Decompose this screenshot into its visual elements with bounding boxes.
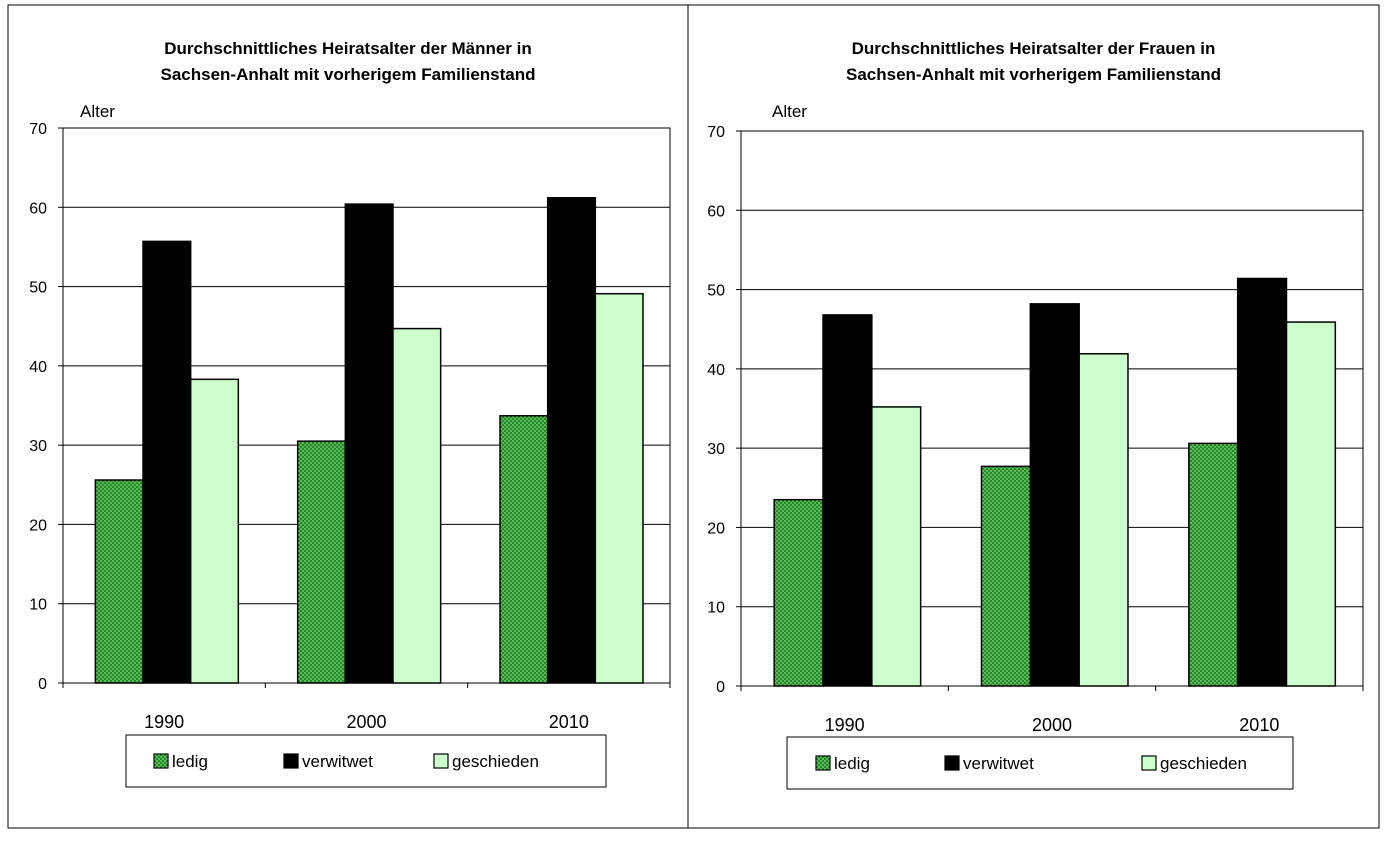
y-tick-label: 40: [29, 359, 47, 376]
x-tick-label: 2000: [1032, 715, 1072, 735]
legend-label-geschieden: geschieden: [452, 752, 539, 771]
legend-label-verwitwet: verwitwet: [963, 754, 1034, 773]
legend-label-verwitwet: verwitwet: [302, 752, 373, 771]
y-tick-label: 70: [29, 121, 47, 138]
y-tick-label: 0: [38, 676, 47, 693]
chart-title: Sachsen-Anhalt mit vorherigem Familienst…: [160, 65, 535, 84]
panel-frame: [687, 4, 1380, 829]
bar-verwitwet-2000: [1029, 303, 1080, 687]
y-axis-label: Alter: [80, 102, 115, 121]
legend-label-ledig: ledig: [172, 752, 208, 771]
x-tick-label: 2000: [346, 712, 386, 732]
bar-geschieden-2000: [392, 327, 442, 684]
bar-verwitwet-2010: [1236, 277, 1288, 687]
bar-ledig-2010: [499, 415, 549, 684]
y-tick-label: 10: [29, 597, 47, 614]
y-tick-label: 50: [707, 283, 725, 300]
bar-ledig-1990: [94, 479, 144, 684]
y-tick-label: 30: [707, 441, 725, 458]
y-axis-label: Alter: [772, 102, 807, 121]
bar-verwitwet-1990: [142, 240, 192, 684]
y-tick-label: 50: [29, 280, 47, 297]
x-tick-label: 1990: [825, 715, 865, 735]
x-tick-label: 2010: [1239, 715, 1279, 735]
legend-box: [786, 736, 1294, 790]
legend-swatch-verwitwet: [944, 755, 960, 771]
y-tick-label: 70: [707, 124, 725, 141]
x-tick-label: 1990: [144, 712, 184, 732]
y-tick-label: 30: [29, 438, 47, 455]
legend-label-geschieden: geschieden: [1160, 754, 1247, 773]
y-tick-label: 40: [707, 362, 725, 379]
y-tick-label: 60: [29, 200, 47, 217]
bar-geschieden-2000: [1078, 353, 1129, 687]
bar-ledig-2000: [980, 465, 1032, 687]
y-tick-label: 60: [707, 203, 725, 220]
legend-swatch-ledig: [153, 753, 169, 769]
chart-title: Sachsen-Anhalt mit vorherigem Familienst…: [846, 65, 1221, 84]
y-tick-label: 0: [716, 679, 725, 696]
legend-box: [125, 734, 607, 788]
bar-ledig-1990: [773, 498, 824, 687]
bar-verwitwet-2010: [546, 197, 597, 684]
y-tick-label: 20: [707, 520, 725, 537]
chart-panel-1: Durchschnittliches Heiratsalter der Männ…: [7, 4, 689, 829]
bar-geschieden-2010: [1285, 321, 1337, 687]
chart-title: Durchschnittliches Heiratsalter der Männ…: [164, 39, 532, 58]
x-tick-label: 2010: [549, 712, 589, 732]
legend-swatch-geschieden: [433, 753, 449, 769]
bar-verwitwet-1990: [822, 314, 873, 687]
bar-ledig-2000: [296, 440, 347, 684]
y-tick-label: 10: [707, 600, 725, 617]
legend-swatch-geschieden: [1141, 755, 1157, 771]
y-tick-label: 20: [29, 517, 47, 534]
legend-label-ledig: ledig: [834, 754, 870, 773]
bar-geschieden-2010: [594, 292, 644, 684]
chart-title: Durchschnittliches Heiratsalter der Frau…: [852, 39, 1216, 58]
bar-verwitwet-2000: [344, 203, 394, 684]
bar-ledig-2010: [1188, 442, 1239, 687]
bar-geschieden-1990: [871, 406, 922, 687]
legend-swatch-ledig: [815, 755, 831, 771]
legend-swatch-verwitwet: [283, 753, 299, 769]
chart-panel-2: Durchschnittliches Heiratsalter der Frau…: [687, 4, 1380, 829]
bar-geschieden-1990: [189, 378, 240, 684]
